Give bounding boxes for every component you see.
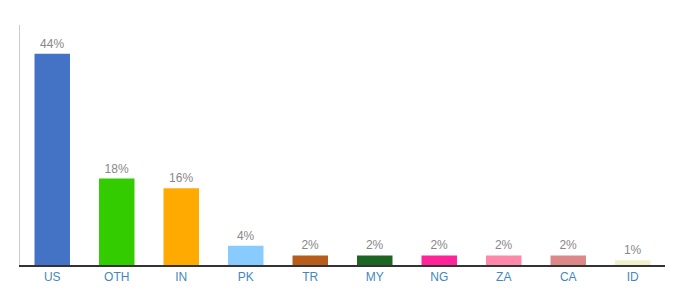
svg-text:PK: PK bbox=[238, 270, 254, 284]
svg-text:NG: NG bbox=[430, 270, 448, 284]
svg-text:2%: 2% bbox=[559, 238, 577, 252]
svg-text:2%: 2% bbox=[495, 238, 513, 252]
svg-text:MY: MY bbox=[366, 270, 384, 284]
svg-text:TR: TR bbox=[302, 270, 318, 284]
svg-text:44%: 44% bbox=[40, 37, 64, 51]
svg-text:ZA: ZA bbox=[496, 270, 511, 284]
svg-text:2%: 2% bbox=[366, 238, 384, 252]
svg-text:IN: IN bbox=[175, 270, 187, 284]
svg-text:OTH: OTH bbox=[104, 270, 129, 284]
svg-text:1%: 1% bbox=[624, 243, 642, 257]
svg-text:2%: 2% bbox=[430, 238, 448, 252]
svg-text:16%: 16% bbox=[169, 171, 193, 185]
svg-text:18%: 18% bbox=[105, 162, 129, 176]
svg-text:2%: 2% bbox=[301, 238, 319, 252]
svg-text:4%: 4% bbox=[237, 229, 255, 243]
svg-text:US: US bbox=[44, 270, 61, 284]
svg-text:CA: CA bbox=[560, 270, 577, 284]
svg-text:ID: ID bbox=[627, 270, 639, 284]
